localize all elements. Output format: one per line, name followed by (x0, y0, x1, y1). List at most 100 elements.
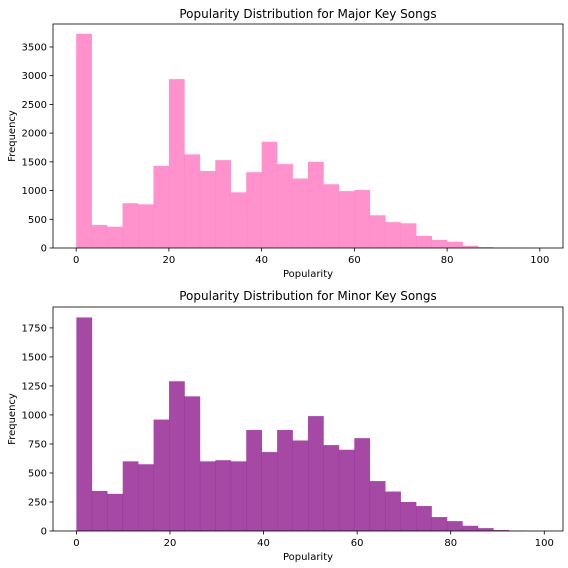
minor-x-axis-label: Popularity (283, 552, 333, 563)
minor-axes-frame (52, 306, 564, 532)
minor-bar-25 (462, 525, 479, 531)
major-bar-11 (246, 172, 262, 248)
major-bar-7 (184, 154, 201, 248)
major-bar-26 (478, 247, 494, 248)
minor-bar-7 (184, 396, 201, 531)
minor-x-tick-label-1: 20 (164, 538, 177, 549)
major-bar-15 (308, 161, 324, 248)
minor-key-histogram: 0 20 40 60 80 100 02505007501000125015001750 … (7, 289, 564, 563)
minor-bar-24 (446, 521, 463, 531)
minor-bar-1 (91, 490, 108, 531)
minor-bar-27 (493, 530, 510, 531)
major-bar-10 (230, 192, 247, 248)
major-bar-16 (323, 184, 340, 248)
major-bars (76, 33, 541, 249)
major-y-tick-label-2: 1000 (22, 186, 47, 197)
major-bar-18 (354, 189, 371, 248)
major-bar-0 (76, 33, 92, 249)
major-bar-12 (261, 141, 278, 248)
major-y-tick-label-5: 2500 (22, 100, 47, 111)
major-bar-6 (168, 79, 185, 248)
major-y-tick-label-6: 3000 (22, 71, 47, 82)
minor-x-tick-label-3: 60 (351, 538, 364, 549)
minor-y-tick-label-7: 1750 (22, 323, 47, 334)
minor-bar-3 (122, 461, 139, 531)
minor-bar-26 (477, 528, 494, 531)
minor-x-tick-label-5: 100 (535, 538, 554, 549)
minor-y-tick-label-1: 250 (28, 497, 47, 508)
major-bar-14 (292, 178, 309, 248)
major-bar-13 (277, 164, 293, 248)
minor-y-tick-label-4: 1000 (22, 410, 47, 421)
major-y-tick-label-0: 0 (41, 244, 47, 255)
major-bar-23 (431, 239, 448, 248)
minor-y-ticks: 0 250 500 750 1000 1250 1500 1750 (22, 323, 53, 538)
minor-y-tick-label-6: 1500 (22, 352, 47, 363)
minor-bar-8 (199, 461, 216, 531)
minor-bar-11 (246, 430, 262, 531)
minor-bar-4 (138, 464, 154, 531)
major-x-tick-label-1: 20 (163, 255, 176, 266)
minor-y-tick-label-5: 1250 (22, 381, 47, 392)
minor-bar-21 (400, 501, 417, 531)
minor-bar-9 (215, 460, 232, 531)
minor-x-ticks: 0 20 40 60 80 100 (73, 531, 554, 549)
minor-bar-5 (153, 419, 170, 531)
major-chart-title: Popularity Distribution for Major Key So… (179, 7, 436, 21)
minor-bar-16 (323, 445, 340, 531)
minor-y-tick-label-3: 750 (28, 439, 47, 450)
minor-bar-15 (308, 416, 324, 531)
minor-bar-14 (292, 440, 309, 531)
major-axes-frame (52, 23, 564, 249)
minor-bar-12 (261, 452, 278, 531)
minor-bar-22 (416, 506, 432, 531)
major-bar-9 (215, 160, 232, 248)
major-bar-17 (338, 191, 355, 248)
minor-bar-13 (277, 430, 293, 531)
minor-x-tick-label-2: 40 (257, 538, 270, 549)
major-bar-20 (385, 222, 402, 248)
major-bar-1 (91, 225, 108, 248)
major-x-tick-label-2: 40 (255, 255, 268, 266)
major-bar-19 (369, 215, 386, 248)
major-bar-22 (416, 235, 432, 248)
major-y-tick-label-7: 3500 (22, 42, 47, 53)
major-bar-5 (153, 165, 170, 248)
major-x-tick-label-3: 60 (348, 255, 361, 266)
minor-bar-19 (369, 481, 386, 531)
minor-x-tick-label-0: 0 (73, 538, 79, 549)
major-x-tick-label-4: 80 (441, 255, 454, 266)
minor-y-tick-label-2: 500 (28, 468, 47, 479)
major-bar-4 (137, 204, 154, 248)
minor-bar-6 (169, 381, 185, 531)
minor-y-axis-label: Frequency (7, 393, 18, 445)
minor-bar-0 (76, 317, 93, 531)
major-key-histogram: 0 20 40 60 80 100 0 500 1000 1500 2000 2500 3000 350… (7, 7, 564, 280)
major-y-tick-label-3: 1500 (22, 157, 47, 168)
minor-bar-10 (230, 461, 247, 531)
major-y-ticks: 0 500 1000 1500 2000 2500 3000 3500 (22, 42, 53, 255)
minor-bar-17 (338, 449, 355, 531)
minor-bar-20 (385, 491, 401, 531)
major-bar-21 (400, 223, 417, 248)
major-bar-2 (107, 226, 123, 248)
major-y-tick-label-4: 2000 (22, 129, 47, 140)
minor-bar-23 (431, 517, 448, 531)
minor-bar-2 (107, 493, 124, 531)
minor-bars (76, 317, 540, 531)
major-x-axis-label: Popularity (283, 269, 333, 280)
major-bar-3 (122, 203, 139, 248)
minor-x-tick-label-4: 80 (444, 538, 457, 549)
minor-bar-18 (354, 438, 371, 531)
major-x-ticks: 0 20 40 60 80 100 (73, 248, 549, 266)
major-bar-8 (199, 171, 216, 248)
major-bar-25 (462, 245, 479, 248)
major-bar-24 (447, 241, 463, 248)
major-x-tick-label-5: 100 (530, 255, 549, 266)
minor-chart-title: Popularity Distribution for Minor Key So… (179, 289, 436, 303)
major-x-tick-label-0: 0 (73, 255, 79, 266)
major-y-axis-label: Frequency (7, 110, 18, 162)
minor-y-tick-label-0: 0 (41, 527, 47, 538)
major-y-tick-label-1: 500 (28, 215, 47, 226)
